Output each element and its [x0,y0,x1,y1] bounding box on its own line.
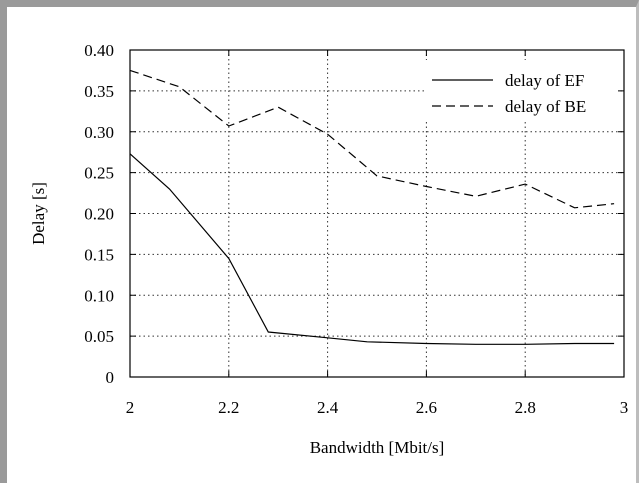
x-tick-label: 3 [620,398,629,417]
x-tick-label: 2.6 [416,398,437,417]
series-line-be [129,69,615,209]
series-layer [129,69,615,345]
y-tick-label: 0.25 [84,164,114,183]
legend: delay of EF delay of BE [425,60,618,122]
x-tick-label: 2.2 [218,398,239,417]
x-tick-label: 2.4 [317,398,339,417]
y-tick-label: 0.20 [84,205,114,224]
y-tick-label: 0.05 [84,327,114,346]
legend-label: delay of EF [505,71,584,90]
legend-label: delay of BE [505,97,586,116]
y-axis-label: Delay [s] [29,182,48,245]
x-tick-label: 2 [126,398,135,417]
x-axis-label: Bandwidth [Mbit/s] [310,438,445,457]
series-line-ef [129,153,615,345]
y-tick-label: 0.35 [84,82,114,101]
legend-box [425,60,618,122]
y-tick-label: 0.40 [84,41,114,60]
y-tick-label: 0.30 [84,123,114,142]
axis-ticks: 2 2.2 2.4 2.6 2.8 3 0 0.05 0.10 0.15 0.20 0.25 0.30 0… [84,41,628,417]
x-tick-label: 2.8 [515,398,536,417]
y-tick-label: 0.15 [84,245,114,264]
y-tick-label: 0 [106,368,115,387]
y-tick-label: 0.10 [84,286,114,305]
